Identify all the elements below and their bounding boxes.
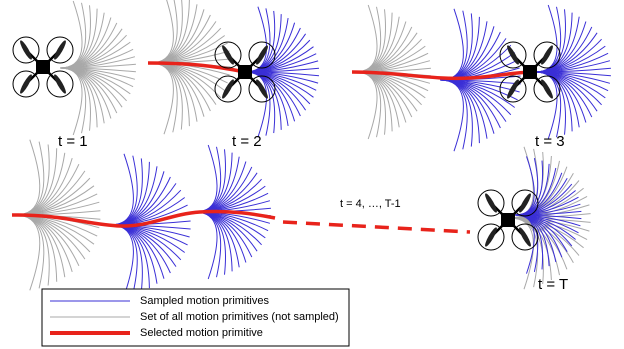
time-label: t = 1: [58, 133, 88, 150]
time-label: t = 4, …, T-1: [340, 198, 401, 210]
primitive: [150, 63, 173, 134]
legend-label: Set of all motion primitives (not sample…: [140, 311, 339, 323]
drone-prop: [220, 44, 235, 66]
primitive: [60, 1, 82, 68]
drone-prop: [483, 226, 498, 248]
primitive: [355, 5, 377, 72]
drone-prop: [539, 78, 554, 100]
drone-body: [36, 60, 50, 74]
dashed-path: [283, 222, 470, 232]
primitive: [150, 0, 173, 63]
motion-primitives: [15, 0, 611, 296]
primitive: [110, 154, 133, 225]
drone-prop: [52, 73, 67, 95]
primitive: [15, 140, 40, 215]
drone-body: [523, 65, 537, 79]
time-label: t = 2: [232, 133, 262, 150]
legend-label: Sampled motion primitives: [140, 295, 269, 307]
primitive: [440, 9, 463, 80]
drone-prop: [18, 39, 33, 61]
drone-body: [501, 213, 515, 227]
diagram: t = 1 t = 2 t = 3 t = 4, …, T-1 t = T Sa…: [0, 0, 624, 349]
primitive: [355, 72, 377, 139]
primitive: [195, 212, 217, 279]
drone-body: [238, 65, 252, 79]
drone-prop: [52, 39, 67, 61]
time-label: t = 3: [535, 133, 565, 150]
drone-prop: [18, 73, 33, 95]
primitive: [15, 215, 40, 290]
primitive: [110, 225, 133, 296]
drone: [13, 37, 73, 97]
legend-label: Selected motion primitive: [140, 327, 263, 339]
time-label: t = T: [538, 276, 568, 293]
drone-prop: [539, 44, 554, 66]
primitive: [195, 145, 217, 212]
primitive: [515, 215, 556, 262]
primitive: [440, 80, 463, 151]
drone-prop: [483, 192, 498, 214]
legend: Sampled motion primitives Set of all mot…: [42, 289, 349, 346]
